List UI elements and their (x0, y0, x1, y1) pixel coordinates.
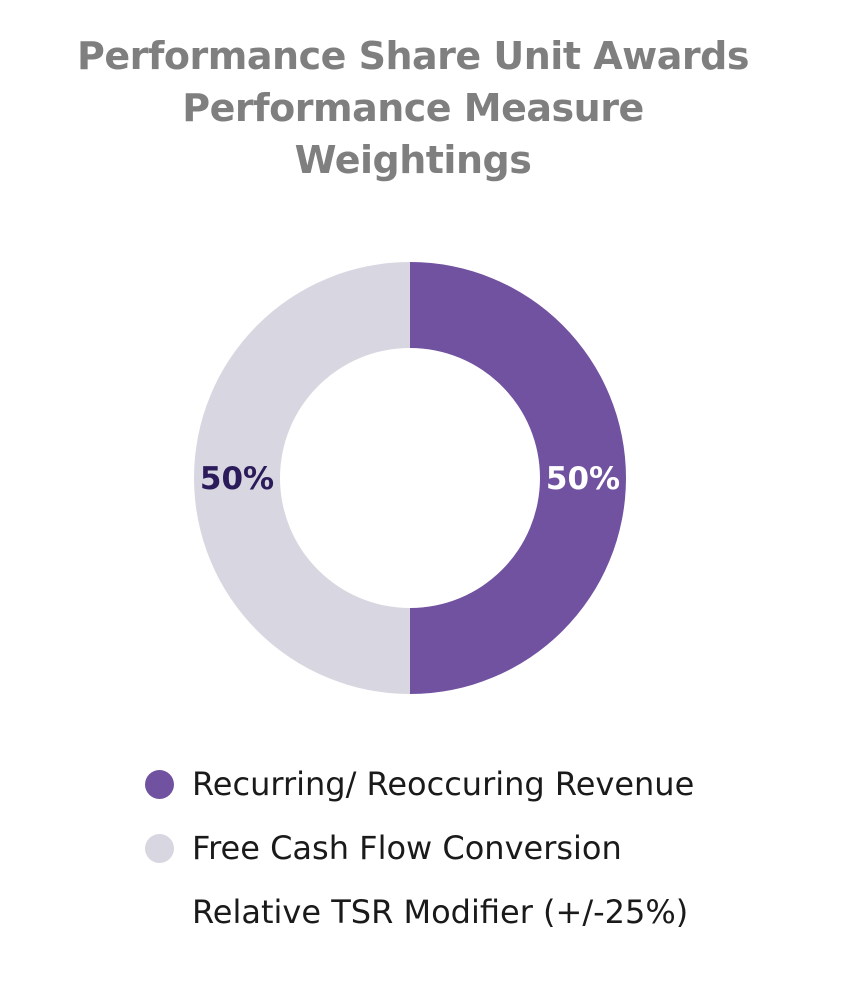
legend-label-recurring-revenue: Recurring/ Reoccuring Revenue (192, 765, 695, 803)
chart-legend: Recurring/ Reoccuring Revenue Free Cash … (145, 752, 845, 944)
legend-note-relative-tsr: Relative TSR Modifier (+/-25%) (192, 893, 689, 931)
legend-label-free-cash-flow: Free Cash Flow Conversion (192, 829, 622, 867)
donut-slice-label-1: 50% (200, 461, 274, 497)
chart-title: Performance Share Unit Awards Performanc… (0, 30, 826, 186)
donut-slice-0 (410, 262, 626, 694)
legend-item-recurring-revenue: Recurring/ Reoccuring Revenue (145, 752, 845, 816)
legend-swatch-recurring-revenue (145, 769, 174, 799)
donut-slices (194, 262, 626, 694)
chart-title-line-1: Performance Share Unit Awards (77, 34, 749, 78)
chart-title-line-3: Weightings (294, 138, 532, 182)
chart-title-line-2: Performance Measure (182, 86, 644, 130)
donut-slice-1 (194, 262, 410, 694)
legend-swatch-free-cash-flow (145, 833, 174, 863)
donut-slice-labels: 50% 50% (200, 461, 620, 497)
legend-item-free-cash-flow: Free Cash Flow Conversion (145, 816, 845, 880)
donut-slice-label-0: 50% (546, 461, 620, 497)
